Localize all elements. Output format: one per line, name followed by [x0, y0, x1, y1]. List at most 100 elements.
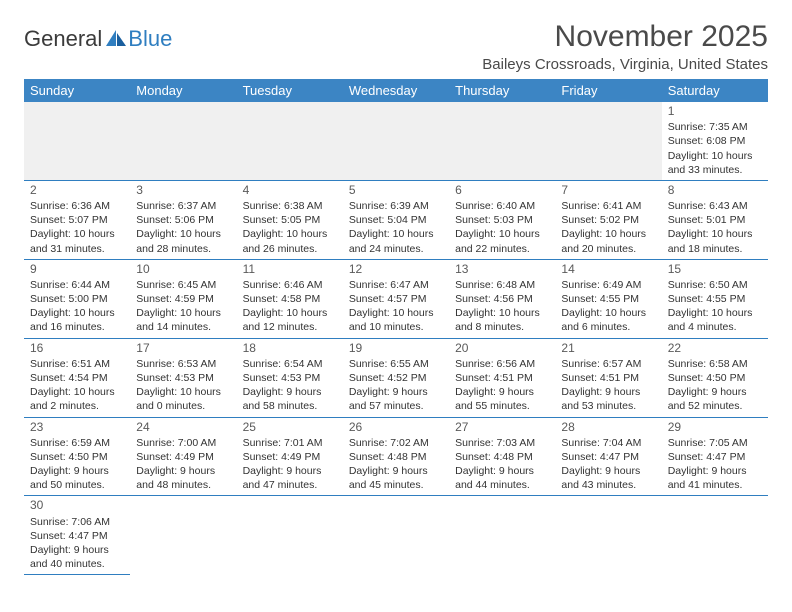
day-number: 2	[30, 182, 124, 198]
calendar-table: SundayMondayTuesdayWednesdayThursdayFrid…	[24, 79, 768, 575]
calendar-cell: 2Sunrise: 6:36 AMSunset: 5:07 PMDaylight…	[24, 180, 130, 259]
daylight-line: Daylight: 9 hours and 50 minutes.	[30, 464, 124, 492]
day-number: 17	[136, 340, 230, 356]
daylight-line: Daylight: 9 hours and 43 minutes.	[561, 464, 655, 492]
daylight-line: Daylight: 9 hours and 57 minutes.	[349, 385, 443, 413]
calendar-cell: 5Sunrise: 6:39 AMSunset: 5:04 PMDaylight…	[343, 180, 449, 259]
calendar-cell: 13Sunrise: 6:48 AMSunset: 4:56 PMDayligh…	[449, 259, 555, 338]
calendar-page: GeneralBlue November 2025 Baileys Crossr…	[0, 0, 792, 595]
sunrise-line: Sunrise: 6:55 AM	[349, 357, 443, 371]
calendar-cell: 16Sunrise: 6:51 AMSunset: 4:54 PMDayligh…	[24, 338, 130, 417]
calendar-row: 9Sunrise: 6:44 AMSunset: 5:00 PMDaylight…	[24, 259, 768, 338]
calendar-row: 30Sunrise: 7:06 AMSunset: 4:47 PMDayligh…	[24, 496, 768, 575]
calendar-cell: 4Sunrise: 6:38 AMSunset: 5:05 PMDaylight…	[237, 180, 343, 259]
calendar-cell: 14Sunrise: 6:49 AMSunset: 4:55 PMDayligh…	[555, 259, 661, 338]
day-number: 26	[349, 419, 443, 435]
sunrise-line: Sunrise: 7:03 AM	[455, 436, 549, 450]
daylight-line: Daylight: 10 hours and 28 minutes.	[136, 227, 230, 255]
sunset-line: Sunset: 5:02 PM	[561, 213, 655, 227]
day-number: 29	[668, 419, 762, 435]
daylight-line: Daylight: 10 hours and 20 minutes.	[561, 227, 655, 255]
calendar-row: 23Sunrise: 6:59 AMSunset: 4:50 PMDayligh…	[24, 417, 768, 496]
calendar-body: 1Sunrise: 7:35 AMSunset: 6:08 PMDaylight…	[24, 102, 768, 575]
calendar-cell: 19Sunrise: 6:55 AMSunset: 4:52 PMDayligh…	[343, 338, 449, 417]
calendar-cell: 1Sunrise: 7:35 AMSunset: 6:08 PMDaylight…	[662, 102, 768, 180]
calendar-cell: 27Sunrise: 7:03 AMSunset: 4:48 PMDayligh…	[449, 417, 555, 496]
sunrise-line: Sunrise: 7:06 AM	[30, 515, 124, 529]
sunset-line: Sunset: 5:01 PM	[668, 213, 762, 227]
sunrise-line: Sunrise: 6:59 AM	[30, 436, 124, 450]
sunrise-line: Sunrise: 6:40 AM	[455, 199, 549, 213]
daylight-line: Daylight: 9 hours and 40 minutes.	[30, 543, 124, 571]
day-number: 28	[561, 419, 655, 435]
calendar-cell: 29Sunrise: 7:05 AMSunset: 4:47 PMDayligh…	[662, 417, 768, 496]
calendar-cell: 25Sunrise: 7:01 AMSunset: 4:49 PMDayligh…	[237, 417, 343, 496]
day-number: 6	[455, 182, 549, 198]
day-number: 8	[668, 182, 762, 198]
calendar-cell: 18Sunrise: 6:54 AMSunset: 4:53 PMDayligh…	[237, 338, 343, 417]
daylight-line: Daylight: 10 hours and 18 minutes.	[668, 227, 762, 255]
calendar-cell: 6Sunrise: 6:40 AMSunset: 5:03 PMDaylight…	[449, 180, 555, 259]
sunset-line: Sunset: 4:53 PM	[136, 371, 230, 385]
calendar-cell: 24Sunrise: 7:00 AMSunset: 4:49 PMDayligh…	[130, 417, 236, 496]
sunset-line: Sunset: 4:52 PM	[349, 371, 443, 385]
sunrise-line: Sunrise: 6:36 AM	[30, 199, 124, 213]
calendar-cell: 28Sunrise: 7:04 AMSunset: 4:47 PMDayligh…	[555, 417, 661, 496]
calendar-cell: 30Sunrise: 7:06 AMSunset: 4:47 PMDayligh…	[24, 496, 130, 575]
day-header: Friday	[555, 79, 661, 102]
logo-text-2: Blue	[128, 26, 172, 52]
calendar-cell	[130, 496, 236, 575]
sunrise-line: Sunrise: 6:50 AM	[668, 278, 762, 292]
daylight-line: Daylight: 10 hours and 31 minutes.	[30, 227, 124, 255]
day-number: 20	[455, 340, 549, 356]
sunrise-line: Sunrise: 7:00 AM	[136, 436, 230, 450]
sunrise-line: Sunrise: 6:48 AM	[455, 278, 549, 292]
day-number: 15	[668, 261, 762, 277]
day-number: 18	[243, 340, 337, 356]
sunrise-line: Sunrise: 6:38 AM	[243, 199, 337, 213]
calendar-cell: 26Sunrise: 7:02 AMSunset: 4:48 PMDayligh…	[343, 417, 449, 496]
day-header: Monday	[130, 79, 236, 102]
logo-text-1: General	[24, 26, 102, 52]
sunset-line: Sunset: 5:05 PM	[243, 213, 337, 227]
sunrise-line: Sunrise: 7:35 AM	[668, 120, 762, 134]
day-number: 3	[136, 182, 230, 198]
daylight-line: Daylight: 10 hours and 24 minutes.	[349, 227, 443, 255]
calendar-cell	[237, 102, 343, 180]
daylight-line: Daylight: 10 hours and 22 minutes.	[455, 227, 549, 255]
sunrise-line: Sunrise: 6:57 AM	[561, 357, 655, 371]
sunset-line: Sunset: 4:55 PM	[561, 292, 655, 306]
sunrise-line: Sunrise: 6:37 AM	[136, 199, 230, 213]
day-header: Wednesday	[343, 79, 449, 102]
sunset-line: Sunset: 5:00 PM	[30, 292, 124, 306]
sunset-line: Sunset: 4:53 PM	[243, 371, 337, 385]
daylight-line: Daylight: 10 hours and 14 minutes.	[136, 306, 230, 334]
calendar-header-row: SundayMondayTuesdayWednesdayThursdayFrid…	[24, 79, 768, 102]
calendar-cell: 15Sunrise: 6:50 AMSunset: 4:55 PMDayligh…	[662, 259, 768, 338]
calendar-cell	[343, 102, 449, 180]
daylight-line: Daylight: 10 hours and 6 minutes.	[561, 306, 655, 334]
calendar-cell	[555, 496, 661, 575]
day-number: 24	[136, 419, 230, 435]
sunset-line: Sunset: 4:59 PM	[136, 292, 230, 306]
sunset-line: Sunset: 5:07 PM	[30, 213, 124, 227]
sunset-line: Sunset: 4:48 PM	[455, 450, 549, 464]
month-title: November 2025	[482, 20, 768, 54]
day-number: 22	[668, 340, 762, 356]
calendar-cell: 11Sunrise: 6:46 AMSunset: 4:58 PMDayligh…	[237, 259, 343, 338]
daylight-line: Daylight: 9 hours and 45 minutes.	[349, 464, 443, 492]
calendar-cell: 22Sunrise: 6:58 AMSunset: 4:50 PMDayligh…	[662, 338, 768, 417]
daylight-line: Daylight: 9 hours and 55 minutes.	[455, 385, 549, 413]
calendar-cell	[130, 102, 236, 180]
sunrise-line: Sunrise: 6:53 AM	[136, 357, 230, 371]
calendar-cell: 21Sunrise: 6:57 AMSunset: 4:51 PMDayligh…	[555, 338, 661, 417]
sunset-line: Sunset: 6:08 PM	[668, 134, 762, 148]
calendar-cell	[343, 496, 449, 575]
header: GeneralBlue November 2025 Baileys Crossr…	[24, 20, 768, 73]
sunset-line: Sunset: 4:48 PM	[349, 450, 443, 464]
calendar-row: 1Sunrise: 7:35 AMSunset: 6:08 PMDaylight…	[24, 102, 768, 180]
sunrise-line: Sunrise: 6:43 AM	[668, 199, 762, 213]
sunset-line: Sunset: 4:49 PM	[136, 450, 230, 464]
sunset-line: Sunset: 4:55 PM	[668, 292, 762, 306]
daylight-line: Daylight: 10 hours and 10 minutes.	[349, 306, 443, 334]
